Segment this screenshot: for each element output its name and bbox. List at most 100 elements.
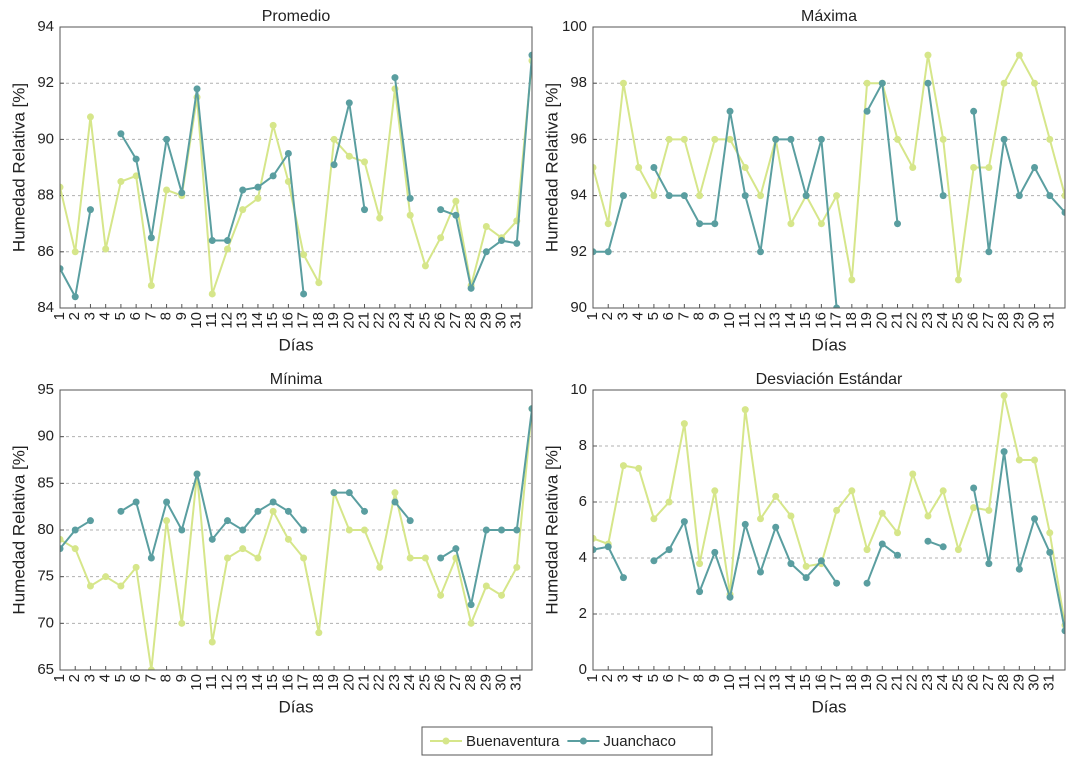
y-tick-label: 94 xyxy=(37,18,54,35)
data-point xyxy=(163,135,171,143)
data-point xyxy=(939,543,947,551)
plot-frame xyxy=(59,389,533,671)
data-point xyxy=(117,582,125,590)
x-tick-label: 3 xyxy=(81,312,98,320)
data-point xyxy=(208,237,216,245)
data-point xyxy=(284,507,292,515)
data-point xyxy=(954,276,962,284)
plot-frame xyxy=(592,26,1066,309)
x-tick-label: 30 xyxy=(493,674,510,691)
data-point xyxy=(665,546,673,554)
data-point xyxy=(193,470,201,478)
x-tick-label: 8 xyxy=(691,674,708,682)
data-point xyxy=(163,498,171,506)
data-point xyxy=(284,178,292,186)
data-point xyxy=(163,517,171,525)
data-point xyxy=(787,560,795,568)
y-tick-label: 10 xyxy=(570,381,587,398)
x-tick-label: 8 xyxy=(691,312,708,320)
data-point xyxy=(878,540,886,548)
x-tick-label: 16 xyxy=(279,674,296,691)
x-tick-label: 7 xyxy=(675,674,692,682)
data-point xyxy=(437,591,445,599)
y-tick-label: 90 xyxy=(37,428,54,445)
data-point xyxy=(924,537,932,545)
x-tick-label: 17 xyxy=(828,312,845,329)
x-tick-label: 16 xyxy=(812,312,829,329)
y-tick-label: 96 xyxy=(570,130,587,147)
legend-label: Juanchaco xyxy=(603,733,676,750)
data-point xyxy=(833,304,841,308)
x-tick-label: 5 xyxy=(645,312,662,320)
data-point xyxy=(802,574,810,582)
plot-area xyxy=(60,405,532,670)
x-tick-label: 9 xyxy=(706,674,723,682)
data-point xyxy=(726,107,734,115)
data-point xyxy=(482,582,490,590)
data-point xyxy=(391,489,399,497)
data-point xyxy=(71,248,79,256)
x-tick-label: 20 xyxy=(873,312,890,329)
x-tick-label: 11 xyxy=(736,674,753,690)
x-tick-label: 23 xyxy=(386,312,403,329)
data-point xyxy=(696,220,704,228)
x-tick-label: 3 xyxy=(614,674,631,682)
y-tick-label: 70 xyxy=(37,614,54,631)
data-point xyxy=(193,85,201,93)
data-point xyxy=(593,164,597,171)
x-tick-label: 6 xyxy=(127,312,144,320)
data-point xyxy=(954,546,962,554)
x-tick-label: 24 xyxy=(934,312,951,329)
chart-title: Promedio xyxy=(262,8,331,25)
x-tick-label: 29 xyxy=(477,674,494,691)
x-tick-label: 26 xyxy=(965,674,982,691)
data-point xyxy=(300,554,308,562)
x-tick-label: 26 xyxy=(432,312,449,329)
x-tick-label: 2 xyxy=(66,312,83,320)
data-point xyxy=(1015,456,1023,464)
legend-marker xyxy=(579,737,587,745)
data-point xyxy=(498,237,506,245)
data-point xyxy=(117,178,125,186)
x-tick-label: 31 xyxy=(508,674,525,691)
data-point xyxy=(665,498,673,506)
x-tick-label: 25 xyxy=(416,312,433,329)
y-axis-label: Humedad Relativa [%] xyxy=(542,445,561,614)
data-point xyxy=(391,74,399,82)
y-tick-label: 88 xyxy=(37,187,54,204)
data-point xyxy=(300,526,308,534)
x-tick-label: 1 xyxy=(584,674,601,682)
data-point xyxy=(147,234,155,242)
data-point xyxy=(696,588,704,596)
x-tick-label: 1 xyxy=(51,674,68,682)
data-point xyxy=(208,638,216,646)
data-point xyxy=(406,194,414,202)
data-point xyxy=(528,405,532,413)
data-point xyxy=(939,135,947,143)
data-point xyxy=(1061,627,1065,635)
data-point xyxy=(924,51,932,59)
x-tick-label: 30 xyxy=(493,312,510,329)
data-point xyxy=(284,149,292,157)
data-point xyxy=(1031,456,1039,464)
x-tick-label: 29 xyxy=(477,312,494,329)
data-point xyxy=(345,152,353,160)
x-tick-label: 10 xyxy=(721,674,738,691)
x-tick-label: 22 xyxy=(371,312,388,329)
data-point xyxy=(71,545,79,553)
data-point xyxy=(833,506,841,514)
data-point xyxy=(102,245,110,253)
x-tick-label: 19 xyxy=(858,674,875,691)
data-point xyxy=(1000,448,1008,456)
data-point xyxy=(467,284,475,292)
y-tick-label: 94 xyxy=(570,187,587,204)
x-tick-label: 23 xyxy=(386,674,403,691)
x-axis-label: Días xyxy=(812,697,847,716)
data-point xyxy=(604,543,612,551)
x-tick-label: 14 xyxy=(249,674,266,691)
x-tick-label: 11 xyxy=(736,312,753,328)
x-tick-label: 26 xyxy=(432,674,449,691)
data-point xyxy=(421,262,429,270)
data-point xyxy=(650,515,658,523)
x-tick-label: 4 xyxy=(97,312,114,320)
